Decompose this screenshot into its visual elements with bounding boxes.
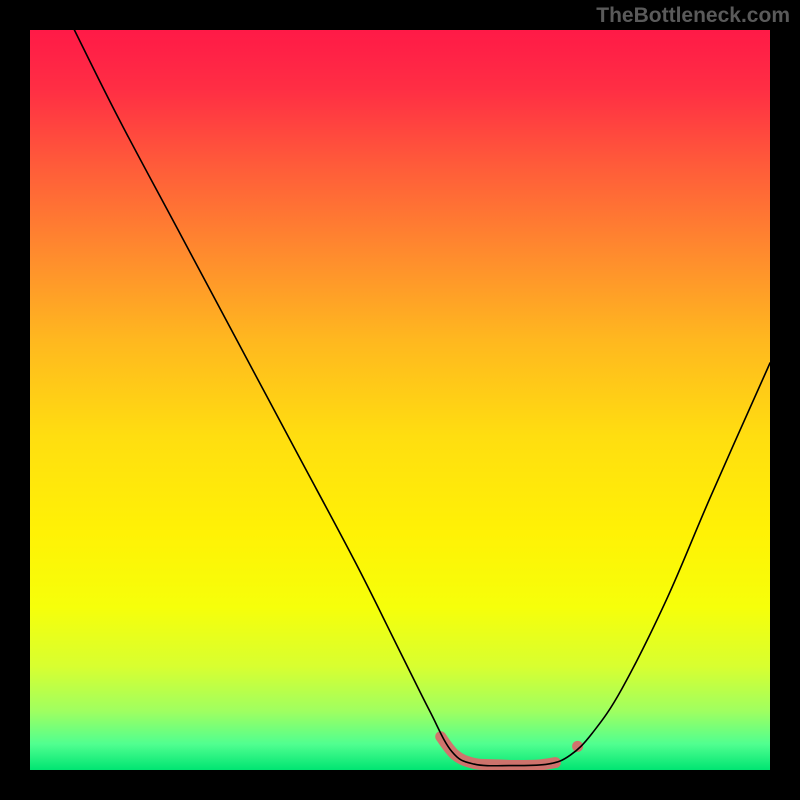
chart-container: TheBottleneck.com (0, 0, 800, 800)
bottleneck-curve (74, 30, 770, 766)
curve-layer (30, 30, 770, 770)
highlight-band (441, 737, 556, 766)
watermark-text: TheBottleneck.com (596, 4, 790, 28)
plot-area (30, 30, 770, 770)
